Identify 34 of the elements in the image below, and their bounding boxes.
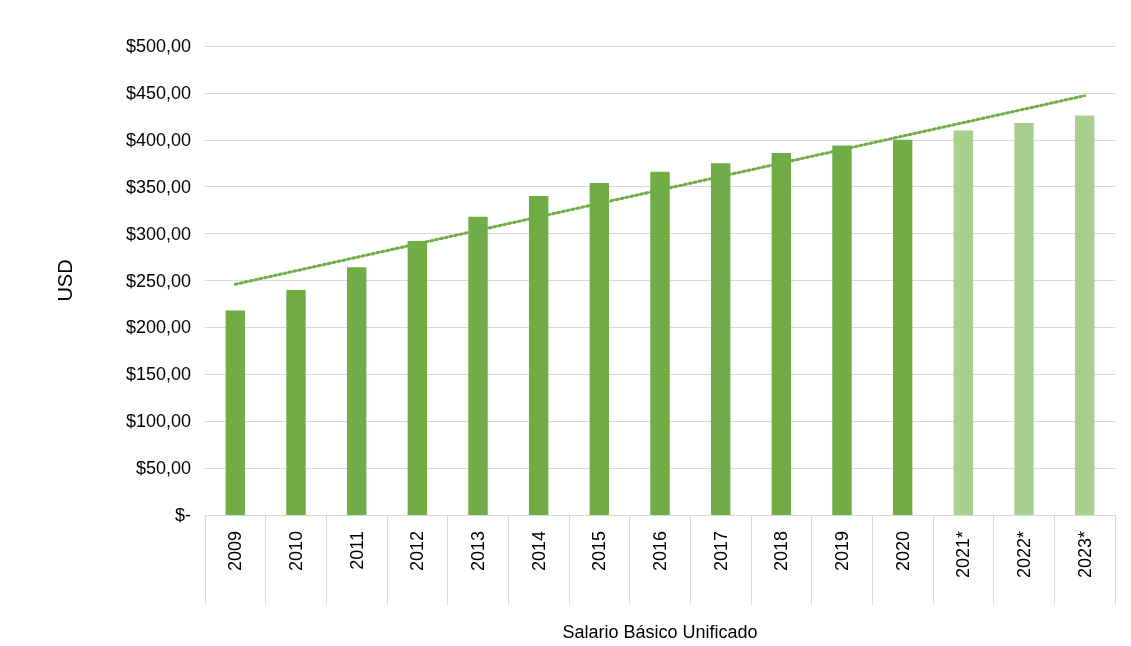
bar: [1074, 115, 1095, 515]
y-tick-label: $100,00: [125, 411, 191, 432]
x-tick-label: 2010: [286, 531, 306, 572]
x-tick-label: 2021*: [953, 531, 974, 579]
x-axis-title: Salario Básico Unificado: [562, 622, 758, 642]
x-tick-label: 2018: [771, 531, 792, 572]
x-tick-label: 2014: [528, 531, 549, 572]
y-tick-label: $150,00: [125, 364, 191, 385]
x-tick-label: 2019: [832, 531, 852, 572]
bar: [346, 267, 367, 515]
x-tick-label: 2015: [589, 531, 610, 572]
y-axis-title: USD: [54, 259, 76, 302]
bar: [286, 289, 306, 515]
y-tick-label: $500,00: [125, 36, 191, 56]
x-tick-label: 2023*: [1074, 531, 1095, 579]
bar: [1014, 122, 1034, 515]
x-tick-label: 2022*: [1014, 531, 1034, 579]
x-tick-label: 2011: [346, 531, 367, 570]
x-tick-label: 2009: [225, 531, 246, 572]
x-tick-label: 2016: [650, 531, 670, 572]
y-tick-label: $50,00: [135, 458, 191, 479]
x-tick-label: 2020: [892, 531, 913, 572]
y-tick-label: $450,00: [125, 82, 191, 103]
y-tick-label: $350,00: [125, 176, 191, 197]
x-tick-label: 2013: [468, 531, 488, 572]
x-tick-label: 2012: [407, 531, 428, 572]
y-tick-label: $300,00: [125, 223, 191, 244]
y-tick-label: $-: [174, 505, 191, 525]
y-tick-label: $250,00: [125, 270, 191, 291]
y-tick-label: $400,00: [125, 129, 191, 150]
y-tick-label: $200,00: [125, 317, 191, 338]
bar: [953, 130, 974, 515]
bar: [225, 310, 246, 515]
x-tick-label: 2017: [710, 531, 731, 572]
